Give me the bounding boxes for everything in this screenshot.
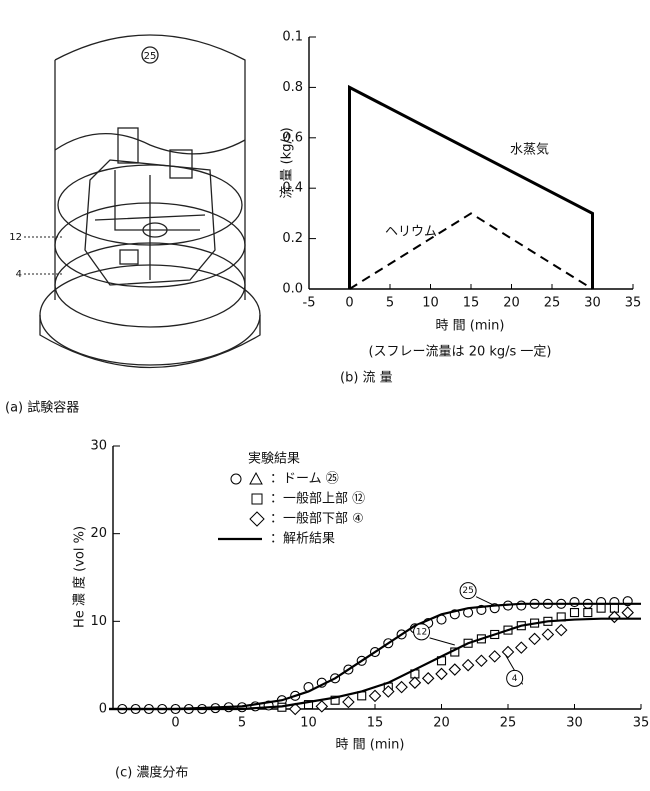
point bbox=[584, 609, 592, 617]
point bbox=[570, 598, 579, 607]
point bbox=[409, 677, 420, 688]
series-label: 水蒸気 bbox=[510, 142, 549, 158]
legend-label: ：ドーム ㉕ bbox=[270, 472, 339, 487]
point bbox=[423, 673, 434, 684]
y-axis-label: He 濃 度 (vol %) bbox=[72, 526, 88, 628]
series-label: ヘリウム bbox=[385, 225, 437, 240]
legend-marker bbox=[231, 474, 241, 484]
legend-title: 実験結果 bbox=[248, 451, 300, 467]
point bbox=[436, 668, 447, 679]
point bbox=[343, 696, 354, 707]
legend-marker bbox=[250, 473, 262, 484]
x-tick-label: 15 bbox=[367, 716, 384, 731]
x-tick-label: 35 bbox=[633, 716, 650, 731]
y-tick-label: 20 bbox=[90, 526, 107, 541]
x-tick-label: 10 bbox=[422, 296, 439, 311]
point bbox=[517, 601, 526, 610]
point bbox=[476, 655, 487, 666]
caption: (a) 試験容器 bbox=[5, 400, 79, 416]
point bbox=[622, 607, 633, 618]
y-tick-label: 0.0 bbox=[282, 282, 303, 297]
figure: 25 12 4 (a) 試験容器 -5 0 5 10 15 20 25 30 35 0.0 0.2 0… bbox=[0, 0, 650, 787]
point bbox=[463, 660, 474, 671]
point bbox=[396, 682, 407, 693]
caption: (b) 流 量 bbox=[340, 371, 393, 386]
point bbox=[597, 604, 605, 612]
y-tick-label: 0.2 bbox=[282, 231, 303, 246]
series-line bbox=[350, 87, 593, 289]
vessel-drawing: 25 12 4 (a) 試験容器 bbox=[5, 35, 260, 416]
part-label: 12 bbox=[9, 232, 22, 243]
y-tick-label: 0.8 bbox=[282, 80, 303, 95]
x-tick-label: 20 bbox=[433, 716, 450, 731]
caption: (c) 濃度分布 bbox=[115, 765, 188, 781]
x-tick-label: -5 bbox=[303, 296, 316, 311]
y-tick-label: 30 bbox=[90, 439, 107, 454]
part-label: 4 bbox=[16, 269, 22, 280]
callout-label: 12 bbox=[416, 627, 427, 637]
legend-marker bbox=[250, 512, 264, 526]
callout-arrow bbox=[430, 638, 455, 645]
x-tick-label: 15 bbox=[463, 296, 480, 311]
x-tick-label: 25 bbox=[500, 716, 517, 731]
x-tick-label: 0 bbox=[345, 296, 353, 311]
legend-label: ：一般部上部 ⑫ bbox=[270, 491, 365, 507]
x-tick-label: 5 bbox=[238, 716, 246, 731]
point bbox=[370, 690, 381, 701]
x-tick-label: 30 bbox=[566, 716, 583, 731]
callout-label: 25 bbox=[462, 586, 473, 596]
point bbox=[503, 647, 514, 658]
x-axis-label: 時 間 (min) bbox=[436, 319, 505, 334]
part-label: 25 bbox=[144, 51, 157, 62]
point bbox=[542, 629, 553, 640]
point bbox=[529, 633, 540, 644]
y-tick-label: 0.1 bbox=[282, 30, 303, 45]
x-tick-label: 5 bbox=[386, 296, 394, 311]
x-axis-label: 時 間 (min) bbox=[336, 738, 405, 753]
y-tick-label: 10 bbox=[90, 614, 107, 629]
x-tick-label: 35 bbox=[625, 296, 642, 311]
x-tick-label: 10 bbox=[300, 716, 317, 731]
legend-label: ：一般部下部 ④ bbox=[270, 511, 364, 527]
point bbox=[556, 625, 567, 636]
point bbox=[489, 651, 500, 662]
point bbox=[316, 701, 327, 712]
legend-marker bbox=[252, 494, 262, 504]
x-tick-label: 20 bbox=[503, 296, 520, 311]
y-tick-label: 0 bbox=[99, 702, 107, 717]
x-tick-label: 30 bbox=[584, 296, 601, 311]
callout-label: 4 bbox=[512, 674, 518, 684]
point bbox=[449, 664, 460, 675]
x-tick-label: 25 bbox=[544, 296, 561, 311]
legend-label: ：解析結果 bbox=[270, 532, 335, 547]
callout-arrow bbox=[476, 597, 495, 606]
point bbox=[609, 611, 620, 622]
y-axis-label: 流 量 (kg/s) bbox=[280, 127, 295, 198]
point bbox=[571, 609, 579, 617]
point bbox=[516, 642, 527, 653]
x-tick-label: 0 bbox=[171, 716, 179, 731]
note: (スフレー流量は 20 kg/s 一定) bbox=[368, 345, 551, 360]
